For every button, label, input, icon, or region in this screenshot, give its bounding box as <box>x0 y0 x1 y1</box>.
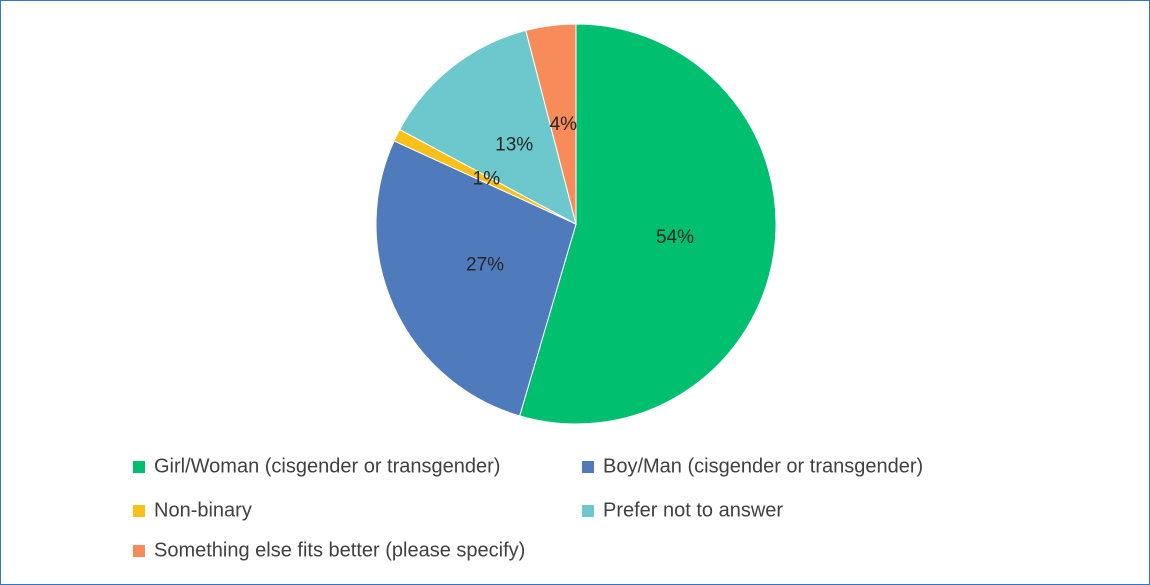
data-label: 27% <box>466 255 504 276</box>
data-label: 1% <box>473 169 501 190</box>
legend-label: Non-binary <box>154 499 252 521</box>
legend-label: Boy/Man (cisgender or transgender) <box>603 455 923 477</box>
legend-marker <box>133 505 145 517</box>
data-label: 4% <box>550 114 578 135</box>
legend-label: Prefer not to answer <box>603 499 783 521</box>
legend-marker <box>133 461 145 473</box>
legend-marker <box>133 545 145 557</box>
data-label: 13% <box>495 134 533 155</box>
legend-label: Something else fits better (please speci… <box>154 539 525 561</box>
pie-slice <box>399 29 577 225</box>
pie-slice <box>519 23 777 425</box>
pie-slice <box>375 140 577 417</box>
pie-slice <box>525 23 577 225</box>
data-label: 54% <box>656 227 694 248</box>
legend-marker <box>582 461 594 473</box>
legend-marker <box>582 505 594 517</box>
legend-label: Girl/Woman (cisgender or transgender) <box>154 455 500 477</box>
